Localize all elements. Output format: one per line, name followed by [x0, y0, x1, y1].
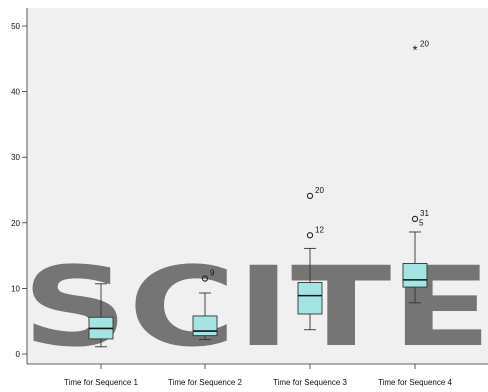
y-tick-label: 40	[11, 88, 20, 97]
box-iqr	[297, 282, 323, 315]
box-2: 9	[192, 269, 218, 341]
outlier-label: 20	[315, 186, 324, 195]
outlier-marker	[201, 275, 209, 282]
outlier-marker	[411, 215, 419, 223]
outlier-label: 20	[420, 40, 429, 49]
y-tick-label: 0	[16, 350, 21, 359]
box-4: 31 * 20 5	[402, 40, 429, 304]
outlier-label: 31	[420, 209, 429, 218]
x-category-label: Time for Sequence 1	[64, 378, 139, 387]
outlier-marker	[306, 232, 314, 239]
y-axis: 0 10 20 30 40 50	[11, 22, 27, 359]
box-1	[88, 283, 114, 348]
outlier-marker	[306, 192, 314, 200]
box-iqr	[192, 315, 218, 337]
box-3: 12 20	[297, 186, 324, 331]
y-tick-label: 10	[11, 284, 20, 293]
extreme-outlier-marker: *	[412, 43, 417, 58]
outlier-label: 5	[419, 219, 424, 228]
box-iqr	[402, 263, 428, 288]
y-tick-label: 20	[11, 219, 20, 228]
watermark-text: SCITE	[22, 243, 488, 371]
plot-area	[27, 8, 488, 364]
watermark: SCITE	[22, 243, 488, 371]
x-category-label: Time for Sequence 2	[168, 378, 243, 387]
outlier-label: 12	[315, 225, 324, 234]
outlier-label: 9	[210, 269, 215, 278]
y-tick-label: 50	[11, 22, 20, 31]
x-category-label: Time for Sequence 3	[273, 378, 348, 387]
x-category-label: Time for Sequence 4	[378, 378, 453, 387]
x-axis: Time for Sequence 1 Time for Sequence 2 Ti…	[64, 364, 453, 387]
y-tick-label: 30	[11, 153, 20, 162]
